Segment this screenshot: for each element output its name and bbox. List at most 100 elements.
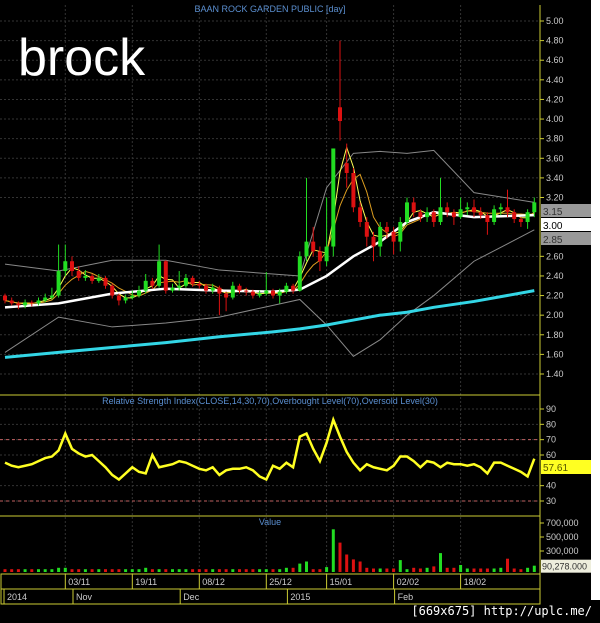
value-bar [251,569,255,572]
candle-body [505,207,510,213]
value-bar [144,567,148,572]
candle-body [458,209,463,218]
value-bar [30,569,34,572]
candle-body [364,222,369,237]
value-title: Value [259,517,281,527]
date-tick-label: 08/12 [202,577,225,587]
value-bar [345,554,349,572]
candle-body [465,207,470,210]
price-tick-label: 5.00 [546,16,564,26]
period-label: 2015 [290,592,310,602]
price-tick-label: 2.40 [546,271,564,281]
candle-body [478,212,483,216]
value-bar [479,568,483,572]
value-bar [445,567,449,572]
short-moving-average-line [4,145,535,305]
rsi-tick-label: 80 [546,419,556,429]
period-label: Nov [76,592,93,602]
price-tick-label: 3.80 [546,134,564,144]
value-bar [372,568,375,572]
value-bar [298,563,302,572]
value-bar [104,569,107,572]
value-last-box [541,559,591,573]
value-bar [43,569,47,572]
rsi-tick-label: 70 [546,435,556,445]
value-bar [278,569,282,572]
candle-body [70,261,74,272]
value-bar [465,568,469,572]
candle-body [130,295,135,298]
value-bar [412,567,416,572]
rsi-line [4,415,536,482]
candle-body [398,222,403,242]
chart-title: BAAN ROCK GARDEN PUBLIC [day] [194,4,345,14]
value-tick-label: 700,000 [546,518,579,528]
price-tick-label: 4.00 [546,114,564,124]
candle-body [291,285,296,291]
upper-band-label-box [541,204,591,217]
candle-body [445,207,450,213]
candle-body [163,261,168,291]
price-tick-label: 1.40 [546,369,564,379]
value-bar [191,569,195,572]
candle-body [43,297,48,301]
candle-body [96,277,101,281]
candle-body [56,271,61,296]
value-bar [70,569,74,572]
value-bar [472,568,476,572]
candle-body [498,207,503,210]
candle-body [217,287,222,294]
value-bar [365,567,369,572]
value-bar [63,567,67,572]
value-bar [231,569,235,572]
candle-body [137,290,141,296]
candle-body [83,275,88,278]
candle-body [116,295,121,301]
value-bar [3,569,7,572]
value-bar [244,569,248,572]
moving-average-line [4,210,535,309]
candle-body [512,212,517,220]
value-bar [519,569,523,572]
price-tick-label: 4.80 [546,36,564,46]
value-bar [512,568,516,572]
value-bar [378,568,382,572]
value-bar [452,567,456,572]
candle-body [110,285,115,296]
candle-body [284,285,289,292]
candle-body [405,202,409,223]
candle-body [170,287,175,291]
candle-body [351,172,356,208]
bollinger-lower-line [4,229,535,358]
candle-body [418,212,423,218]
value-bar [532,565,536,572]
candle-body [244,290,249,292]
value-panel [3,529,536,572]
candle-body [371,236,376,247]
candle-body [123,297,128,301]
last-price-label-box [541,218,591,231]
candle-body [525,212,530,223]
value-bar [57,567,61,572]
value-tick-label: 500,000 [546,532,579,542]
date-tick-label: 03/11 [68,577,90,587]
candle-body [76,271,81,278]
long-moving-average-line [4,289,535,359]
candle-body [204,285,208,291]
price-tick-label: 4.40 [546,75,564,85]
rsi-tick-label: 90 [546,404,556,414]
value-bar [418,568,422,572]
candle-body [384,226,389,232]
rsi-title: Relative Strength Index(CLOSE,14,30,70),… [102,396,438,406]
value-bar [485,568,489,572]
value-bar [130,569,134,572]
rsi-last-box [541,460,591,474]
last-price-label: 3.00 [543,221,563,232]
value-bar [311,569,315,572]
value-bar [459,565,463,572]
candle-body [63,261,68,272]
value-bar [157,569,161,572]
value-bar [432,566,436,572]
value-bar [425,567,429,572]
date-tick-label: 18/02 [464,577,487,587]
